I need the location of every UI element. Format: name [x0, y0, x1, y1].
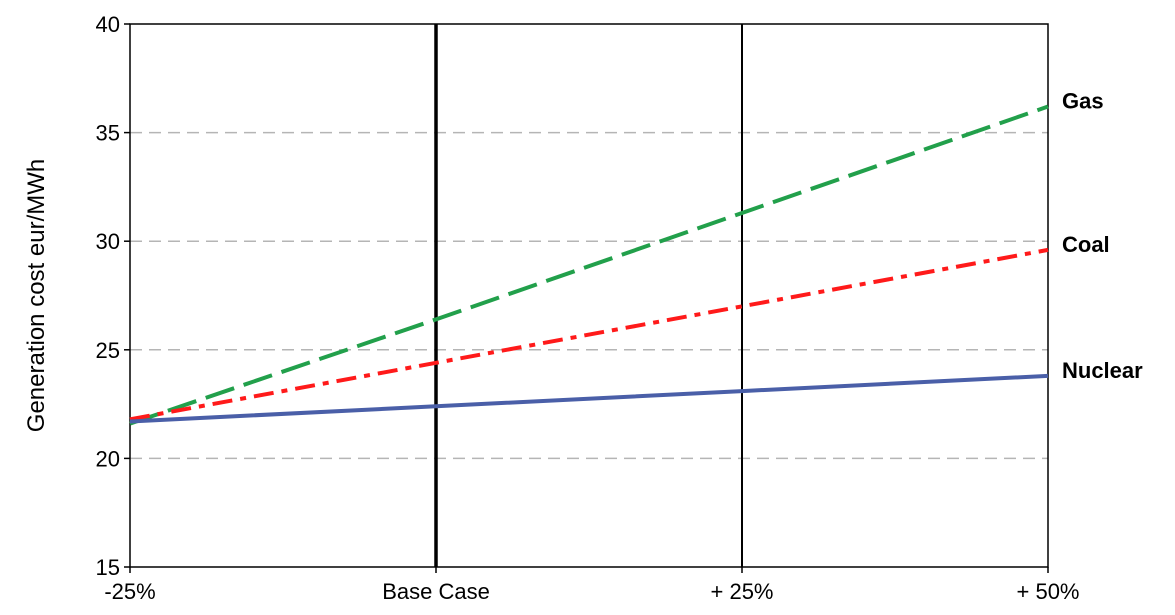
y-tick-label: 20 — [96, 446, 120, 471]
series-label-coal: Coal — [1062, 232, 1110, 257]
series-line-coal — [129, 247, 1049, 422]
y-tick-label: 15 — [96, 555, 120, 580]
category-lines — [434, 24, 743, 567]
plot-frame — [129, 23, 1049, 568]
x-tick-labels: -25% Base Case + 25% + 50% — [104, 567, 1080, 604]
series-label-gas: Gas — [1062, 89, 1104, 114]
gridlines — [130, 131, 1048, 460]
series-line-gas — [129, 104, 1049, 426]
y-tick-labels: 15 20 25 30 35 40 — [96, 12, 130, 580]
y-tick-label: 40 — [96, 12, 120, 37]
x-tick-label: + 50% — [1017, 579, 1080, 604]
x-tick-label: Base Case — [382, 579, 490, 604]
x-tick-label: -25% — [104, 579, 155, 604]
y-axis-title: Generation cost eur/MWh — [23, 159, 50, 432]
series-label-nuclear: Nuclear — [1062, 358, 1143, 383]
x-tick-label: + 25% — [711, 579, 774, 604]
series-line-nuclear — [129, 373, 1049, 424]
y-tick-label: 35 — [96, 121, 120, 146]
series-labels: Gas Coal Nuclear — [1062, 89, 1143, 383]
y-tick-label: 30 — [96, 229, 120, 254]
series-lines — [129, 104, 1049, 426]
y-tick-label: 25 — [96, 338, 120, 363]
